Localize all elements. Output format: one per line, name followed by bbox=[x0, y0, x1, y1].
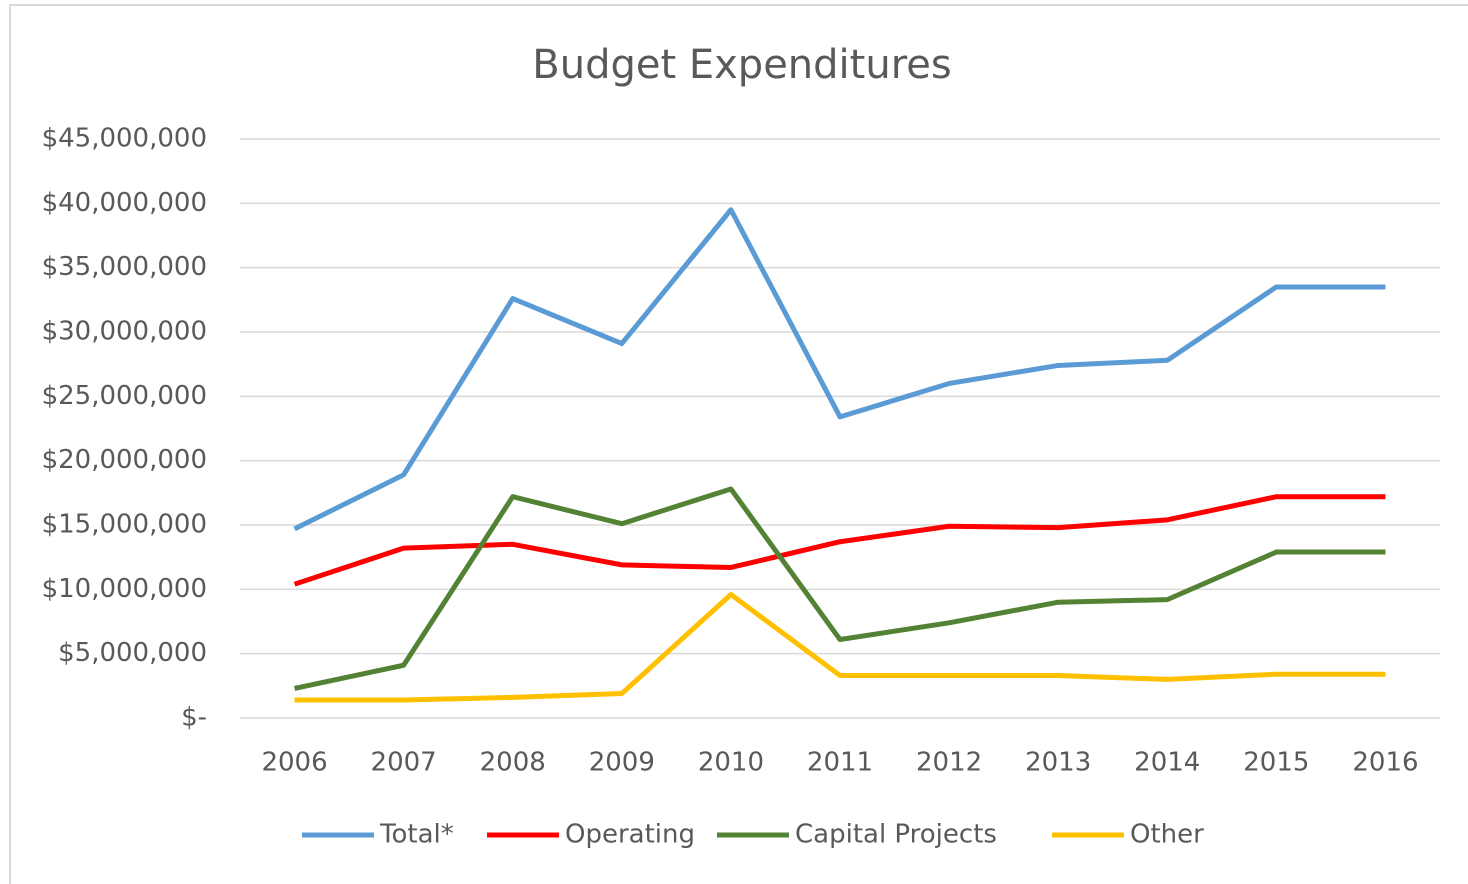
x-tick-label: 2012 bbox=[916, 748, 982, 778]
x-tick-label: 2006 bbox=[261, 748, 327, 778]
y-tick-label: $5,000,000 bbox=[58, 638, 207, 668]
y-tick-label: $45,000,000 bbox=[42, 124, 207, 154]
x-tick-label: 2013 bbox=[1025, 748, 1091, 778]
x-tick-label: 2007 bbox=[371, 748, 437, 778]
x-tick-label: 2009 bbox=[589, 748, 655, 778]
legend-label: Total* bbox=[379, 820, 454, 850]
series-line bbox=[293, 494, 1386, 587]
series-line bbox=[294, 486, 1386, 691]
series-line bbox=[294, 591, 1386, 703]
x-tick-label: 2014 bbox=[1134, 748, 1200, 778]
x-tick-label: 2015 bbox=[1243, 748, 1309, 778]
series-line bbox=[293, 207, 1386, 532]
y-tick-label: $10,000,000 bbox=[42, 574, 207, 604]
x-tick-label: 2011 bbox=[807, 748, 873, 778]
x-tick-label: 2016 bbox=[1352, 748, 1418, 778]
chart-title: Budget Expenditures bbox=[532, 42, 951, 88]
y-tick-label: $35,000,000 bbox=[42, 252, 207, 282]
chart-frame bbox=[9, 4, 1468, 884]
y-tick-label: $30,000,000 bbox=[42, 317, 207, 347]
legend-label: Capital Projects bbox=[795, 820, 997, 850]
y-tick-label: $25,000,000 bbox=[42, 381, 207, 411]
x-tick-label: 2010 bbox=[698, 748, 764, 778]
y-tick-label: $40,000,000 bbox=[42, 188, 207, 218]
y-tick-label: $20,000,000 bbox=[42, 445, 207, 475]
x-tick-label: 2008 bbox=[480, 748, 546, 778]
legend-label: Other bbox=[1130, 820, 1204, 850]
legend-label: Operating bbox=[565, 820, 695, 850]
y-tick-label: $- bbox=[181, 703, 207, 733]
y-tick-label: $15,000,000 bbox=[42, 510, 207, 540]
